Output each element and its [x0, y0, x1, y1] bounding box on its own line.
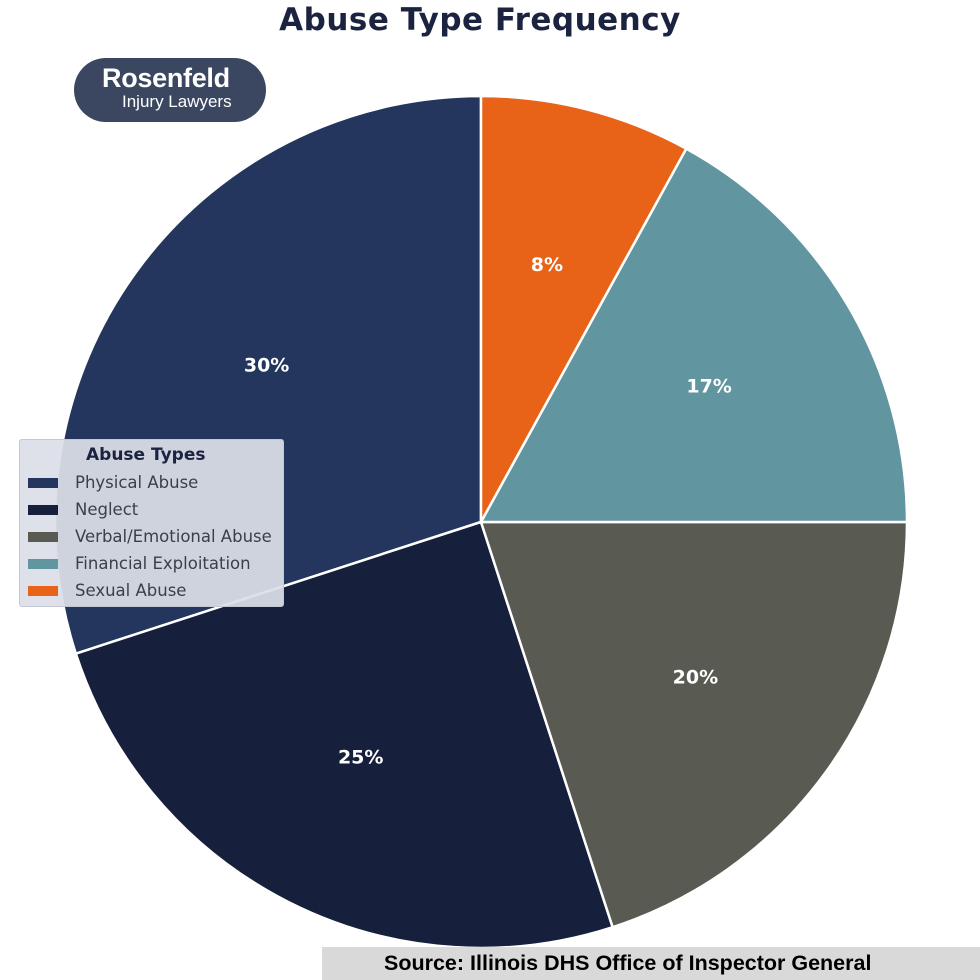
- slice-label-sexual-abuse: 8%: [531, 254, 563, 276]
- legend-swatch: [28, 585, 58, 596]
- legend-item-neglect: Neglect: [28, 496, 283, 523]
- slice-label-physical-abuse: 30%: [244, 355, 289, 377]
- chart-title: Abuse Type Frequency: [279, 2, 681, 38]
- legend-label: Physical Abuse: [75, 473, 199, 492]
- legend-swatch: [28, 531, 58, 542]
- legend-label: Financial Exploitation: [75, 554, 251, 573]
- slice-label-financial-exploitation: 17%: [686, 376, 731, 398]
- legend-label: Neglect: [75, 500, 139, 519]
- rosenfeld-logo: Rosenfeld Injury Lawyers: [74, 58, 266, 122]
- legend-swatch: [28, 504, 58, 515]
- pie-labels: 30% 25% 20% 17% 8%: [244, 254, 732, 769]
- legend-title: Abuse Types: [86, 445, 206, 465]
- pie-slice-verbal-emotional-abuse: [479, 520, 909, 929]
- pie-slice-sexual-abuse: [479, 94, 688, 524]
- legend-item-physical-abuse: Physical Abuse: [28, 469, 283, 496]
- legend-items: Physical Abuse Neglect Verbal/Emotional Ab…: [28, 469, 283, 604]
- legend-item-sexual-abuse: Sexual Abuse: [28, 577, 283, 604]
- legend-item-financial-exploitation: Financial Exploitation: [28, 550, 283, 577]
- legend-label: Sexual Abuse: [75, 581, 187, 600]
- legend-item-verbal-emotional-abuse: Verbal/Emotional Abuse: [28, 523, 283, 550]
- logo-subtitle: Injury Lawyers: [122, 92, 232, 111]
- pie-slice-financial-exploitation: [479, 147, 909, 524]
- pie-slices: [53, 94, 909, 950]
- legend-swatch: [28, 477, 58, 488]
- legend: Abuse Types Physical Abuse Neglect Verbal/…: [19, 439, 284, 607]
- pie-slice-neglect: [74, 520, 614, 950]
- logo-name: Rosenfeld: [102, 63, 230, 93]
- legend-label: Verbal/Emotional Abuse: [75, 527, 272, 546]
- slice-label-neglect: 25%: [338, 747, 383, 769]
- legend-swatch: [28, 558, 58, 569]
- slice-label-verbal-emotional-abuse: 20%: [673, 666, 718, 688]
- source-caption: Source: Illinois DHS Office of Inspector…: [322, 947, 980, 980]
